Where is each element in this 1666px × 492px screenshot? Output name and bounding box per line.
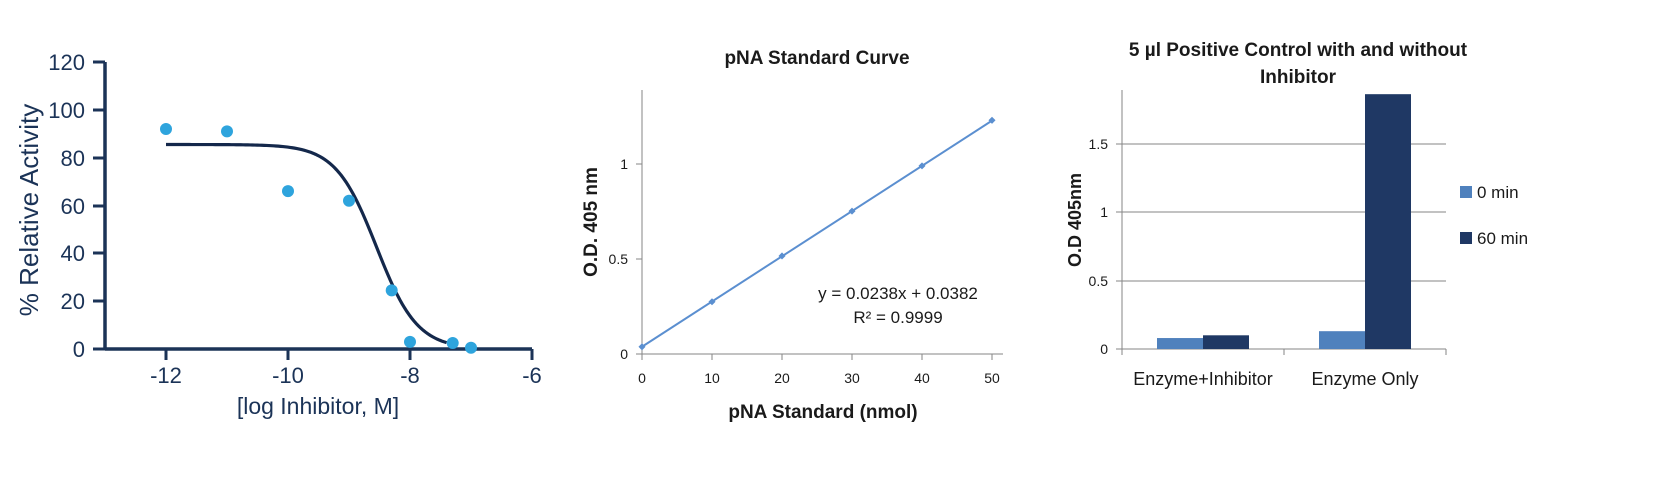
chart2-xtick-label: 40	[914, 370, 930, 386]
chart3-bars	[1157, 94, 1411, 350]
chart1-data-point	[465, 341, 477, 354]
chart1-data-point	[343, 194, 355, 207]
legend-swatch-0-min	[1460, 186, 1472, 198]
chart1-ytick-label: 120	[48, 50, 85, 75]
chart3-legend: 0 min 60 min	[1460, 183, 1528, 248]
chart3-yaxis-title: O.D 405nm	[1065, 173, 1085, 267]
chart1-xtick-label: -10	[272, 363, 304, 388]
chart3-bar	[1319, 331, 1365, 349]
chart2-xtick-label: 30	[844, 370, 860, 386]
chart2-ytick-label: 0	[620, 346, 628, 362]
chart1-fit-curve	[166, 142, 448, 345]
legend-label-60-min: 60 min	[1477, 229, 1528, 248]
chart1-xtick-label: -6	[522, 363, 542, 388]
chart2-title: pNA Standard Curve	[724, 48, 909, 69]
chart1-ytick-label: 60	[61, 194, 85, 219]
chart3-bar	[1365, 94, 1411, 350]
chart3-title-line1: 5 µl Positive Control with and without	[1129, 40, 1468, 61]
chart1-data-point	[404, 335, 416, 348]
chart1-data-point	[221, 125, 233, 138]
chart1-data-point	[385, 284, 398, 297]
chart3-ytick-label: 1	[1100, 204, 1108, 220]
chart2-xtick-label: 10	[704, 370, 720, 386]
chart2-data-point	[848, 207, 856, 215]
chart2-xtick-label: 20	[774, 370, 790, 386]
chart1-ytick-label: 40	[61, 241, 85, 266]
chart1-xaxis-title: [log Inhibitor, M]	[237, 393, 399, 419]
chart3-title-line2: Inhibitor	[1260, 67, 1337, 88]
chart2-data-points	[638, 116, 996, 351]
chart2-r-squared: R² = 0.9999	[853, 308, 942, 327]
chart2-trendline	[641, 119, 993, 348]
chart2-xaxis-title: pNA Standard (nmol)	[728, 402, 917, 423]
chart2-yaxis-title: O.D. 405 nm	[581, 167, 602, 277]
chart1-yaxis-line	[93, 60, 107, 351]
chart2-xtick-label: 50	[984, 370, 1000, 386]
chart2-data-point	[638, 343, 646, 351]
legend-swatch-60-min	[1460, 232, 1472, 244]
chart2-ytick-label: 0.5	[609, 251, 629, 267]
chart3-bar	[1203, 335, 1249, 349]
chart1-data-point	[160, 122, 172, 135]
chart1-ytick-label: 100	[48, 98, 85, 123]
chart2-data-point	[918, 162, 926, 170]
chart1-xtick-label: -12	[150, 363, 182, 388]
chart2-ytick-label: 1	[620, 156, 628, 172]
chart1-data-points	[160, 122, 477, 354]
chart1-xaxis-line	[105, 347, 534, 360]
chart3-category-label: Enzyme Only	[1311, 369, 1418, 389]
chart2-tick-marks	[636, 163, 993, 360]
chart3-ytick-label: 0	[1100, 341, 1108, 357]
chart1-yaxis-title: % Relative Activity	[14, 104, 44, 316]
chart2-equation: y = 0.0238x + 0.0382	[818, 284, 978, 303]
chart1-xtick-label: -8	[400, 363, 420, 388]
chart3-category-label: Enzyme+Inhibitor	[1133, 369, 1273, 389]
chart1-ytick-label: 0	[73, 337, 85, 362]
chart2-data-point	[708, 298, 716, 306]
chart3-tick-marks	[1116, 143, 1447, 355]
chart1-ytick-label: 20	[61, 289, 85, 314]
legend-label-0-min: 0 min	[1477, 183, 1519, 202]
dose-response-chart: 0 20 40 60 80 100 120 -12 -10 -8 -6 [log…	[14, 50, 542, 419]
pna-standard-curve-chart: pNA Standard Curve 0 0.5 1 0 10 20 30 40…	[581, 48, 1003, 423]
chart3-bar	[1157, 338, 1203, 349]
chart2-xtick-label: 0	[638, 370, 646, 386]
chart3-ytick-label: 0.5	[1089, 273, 1109, 289]
chart2-data-point	[778, 252, 786, 260]
chart1-data-point	[446, 337, 459, 350]
chart1-data-point	[282, 185, 294, 198]
positive-control-bar-chart: 5 µl Positive Control with and without I…	[1065, 40, 1528, 389]
chart2-data-point	[988, 116, 996, 124]
chart3-ytick-label: 1.5	[1089, 136, 1109, 152]
chart1-ytick-label: 80	[61, 146, 85, 171]
